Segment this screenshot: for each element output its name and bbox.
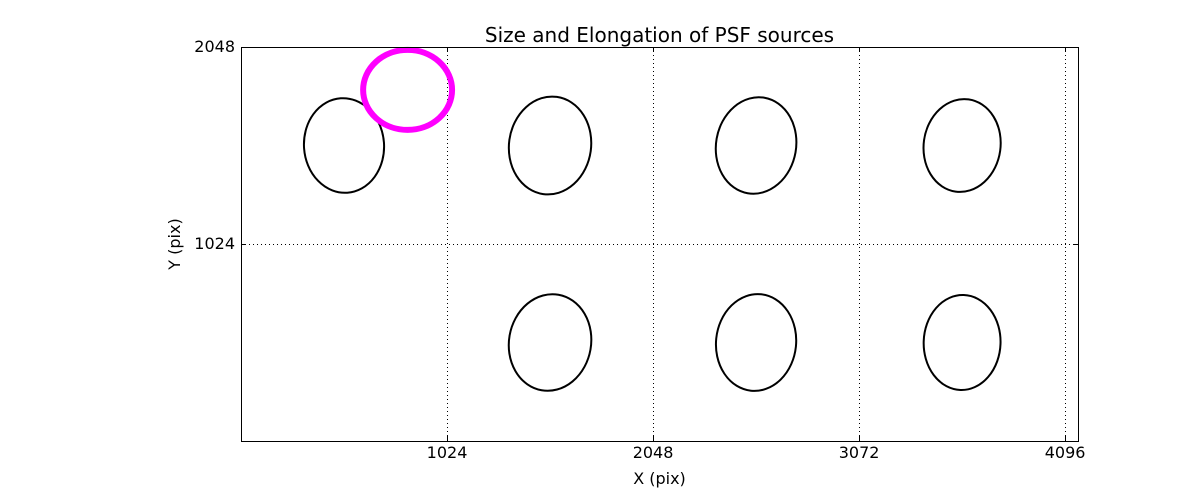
psf-source-6 — [714, 293, 798, 392]
axes-border — [241, 47, 1079, 442]
y-axis-label: Y (pix) — [165, 218, 184, 270]
psf-source-5 — [507, 293, 593, 392]
psf-source-2 — [507, 95, 593, 196]
y-tick-label-2048: 2048 — [194, 37, 235, 56]
x-tick-label-4096: 4096 — [1044, 443, 1086, 462]
x-axis-label: X (pix) — [633, 469, 686, 488]
x-tick-label-1024: 1024 — [426, 443, 468, 462]
y-tick-label-1024: 1024 — [194, 234, 235, 253]
chart-title: Size and Elongation of PSF sources — [484, 23, 835, 47]
psf-source-4 — [922, 98, 1002, 193]
psf-source-7 — [922, 293, 1002, 392]
highlighted-psf-source — [360, 46, 456, 133]
psf-source-3 — [714, 96, 798, 195]
psf-source-1 — [302, 97, 386, 194]
x-tick-label-2048: 2048 — [632, 443, 674, 462]
x-tick-label-3072: 3072 — [838, 443, 880, 462]
